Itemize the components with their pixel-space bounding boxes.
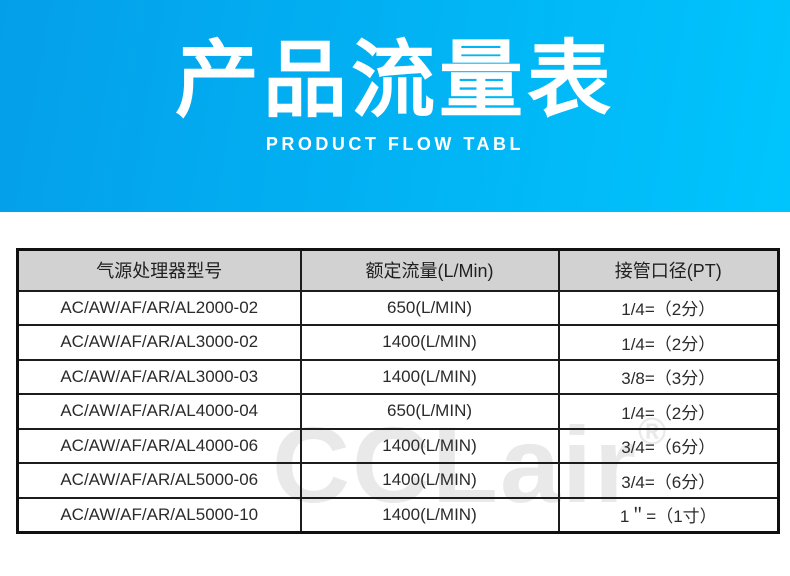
table-header-row: 气源处理器型号 额定流量(L/Min) 接管口径(PT) [16, 248, 780, 292]
table-row: AC/AW/AF/AR/AL2000-02 650(L/MIN) 1/4=（2分） [16, 289, 780, 326]
cell-model: AC/AW/AF/AR/AL5000-06 [16, 462, 302, 499]
cell-model: AC/AW/AF/AR/AL4000-04 [16, 393, 302, 430]
col-header-rated-flow: 额定流量(L/Min) [299, 248, 560, 292]
cell-port-size: 1/4=（2分） [557, 324, 780, 361]
product-flow-table: 气源处理器型号 额定流量(L/Min) 接管口径(PT) AC/AW/AF/AR… [16, 248, 780, 534]
cell-model: AC/AW/AF/AR/AL3000-03 [16, 358, 302, 395]
cell-port-size: 3/4=（6分） [557, 462, 780, 499]
table-row: AC/AW/AF/AR/AL5000-10 1400(L/MIN) 1＂=（1寸） [16, 496, 780, 533]
hero-banner: 产品流量表 PRODUCT FLOW TABL [0, 0, 790, 212]
table-row: AC/AW/AF/AR/AL4000-06 1400(L/MIN) 3/4=（6分） [16, 427, 780, 464]
cell-rated-flow: 1400(L/MIN) [299, 462, 560, 499]
cell-port-size: 1＂=（1寸） [557, 496, 780, 533]
cell-rated-flow: 650(L/MIN) [299, 393, 560, 430]
table-row: AC/AW/AF/AR/AL5000-06 1400(L/MIN) 3/4=（6分） [16, 462, 780, 499]
cell-port-size: 3/8=（3分） [557, 358, 780, 395]
cell-port-size: 1/4=（2分） [557, 289, 780, 326]
cell-model: AC/AW/AF/AR/AL4000-06 [16, 427, 302, 464]
cell-rated-flow: 1400(L/MIN) [299, 427, 560, 464]
cell-rated-flow: 1400(L/MIN) [299, 496, 560, 533]
col-header-model: 气源处理器型号 [16, 248, 302, 292]
cell-rated-flow: 1400(L/MIN) [299, 324, 560, 361]
cell-rated-flow: 650(L/MIN) [299, 289, 560, 326]
cell-model: AC/AW/AF/AR/AL5000-10 [16, 496, 302, 533]
cell-port-size: 1/4=（2分） [557, 393, 780, 430]
page-title: 产品流量表 [174, 33, 615, 127]
table-row: AC/AW/AF/AR/AL3000-03 1400(L/MIN) 3/8=（3分） [16, 358, 780, 395]
cell-rated-flow: 1400(L/MIN) [299, 358, 560, 395]
table-row: AC/AW/AF/AR/AL3000-02 1400(L/MIN) 1/4=（2分） [16, 324, 780, 361]
table-row: AC/AW/AF/AR/AL4000-04 650(L/MIN) 1/4=（2分） [16, 393, 780, 430]
col-header-port-size: 接管口径(PT) [557, 248, 780, 292]
cell-port-size: 3/4=（6分） [557, 427, 780, 464]
page-subtitle: PRODUCT FLOW TABL [265, 134, 525, 155]
cell-model: AC/AW/AF/AR/AL2000-02 [16, 289, 302, 326]
cell-model: AC/AW/AF/AR/AL3000-02 [16, 324, 302, 361]
